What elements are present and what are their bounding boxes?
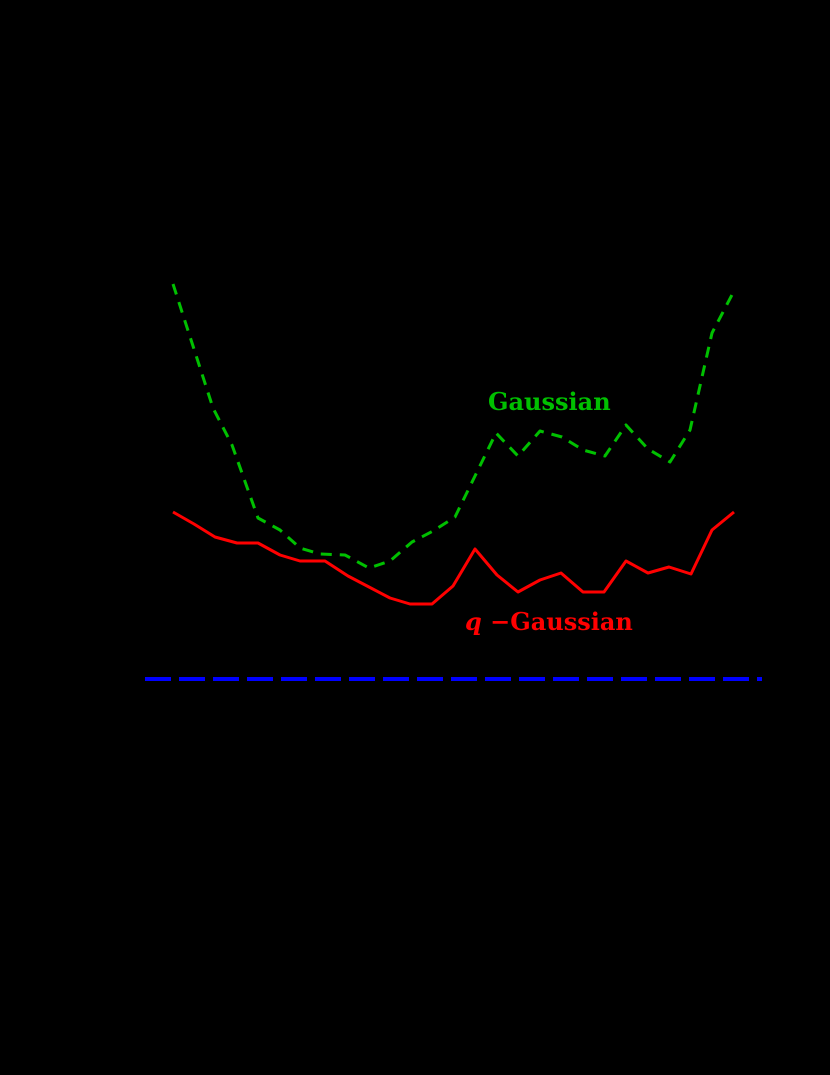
q-symbol: q [465, 607, 482, 636]
gaussian-series-line [171, 283, 736, 570]
gaussian-label: Gaussian [488, 387, 611, 416]
q-gaussian-series-line [172, 510, 735, 606]
q-gaussian-label: q −Gaussian [465, 607, 633, 636]
q-gaussian-label-text: −Gaussian [482, 607, 633, 636]
